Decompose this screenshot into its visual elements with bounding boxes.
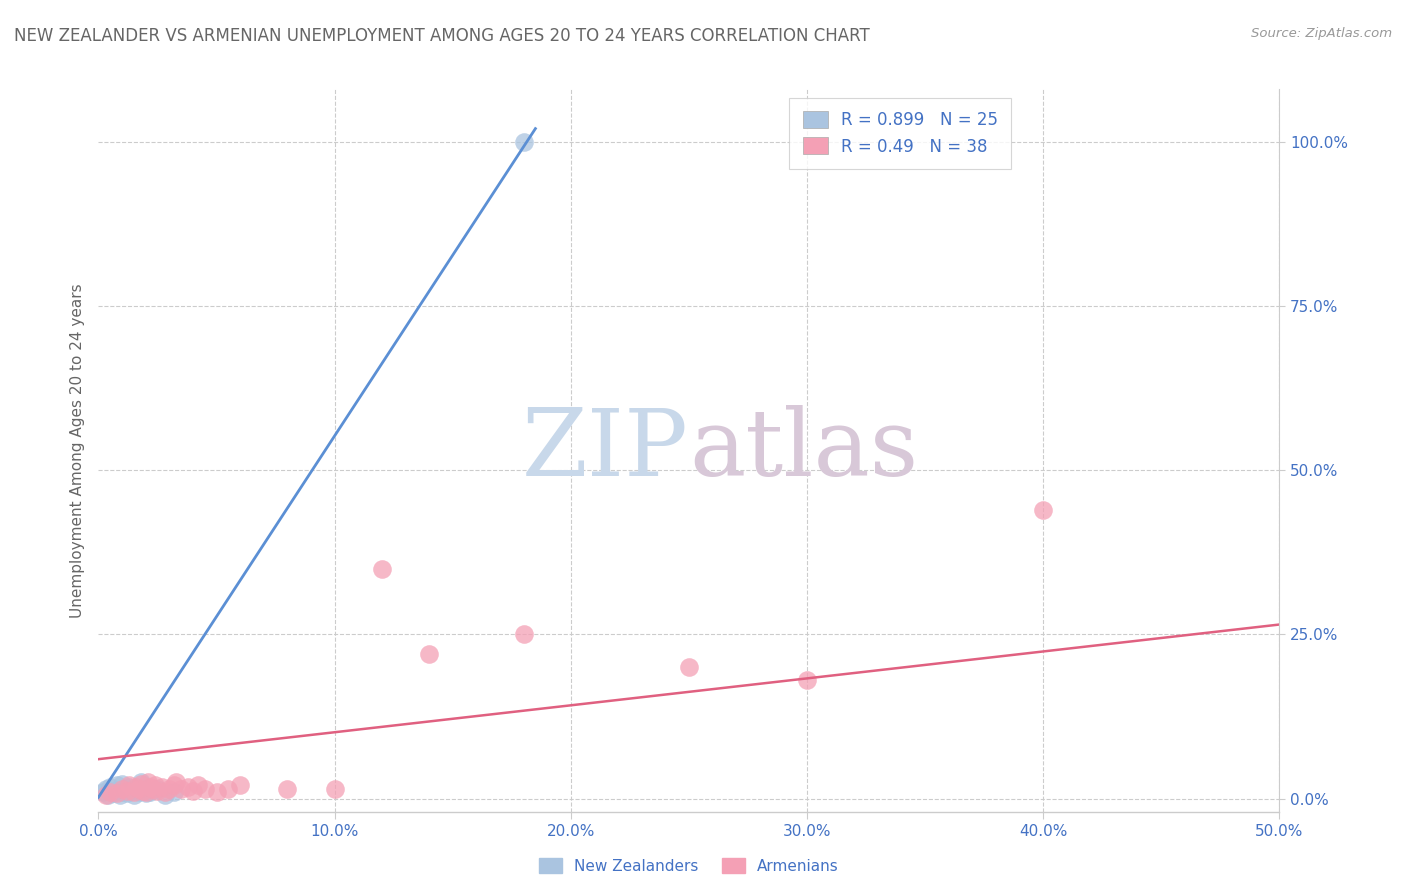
Point (205, 785, 228, 799)
Point (105, 779, 128, 793)
Text: ZIP: ZIP (522, 406, 689, 495)
Point (136, 775, 159, 789)
Point (165, 775, 187, 789)
Point (170, 781, 193, 796)
Point (94, 781, 117, 796)
Point (371, 562, 394, 576)
Point (115, 786, 138, 800)
Point (229, 779, 252, 793)
Point (139, 785, 162, 799)
Point (177, 780, 200, 794)
Point (418, 647, 440, 661)
Point (796, 673, 818, 688)
Point (135, 785, 157, 799)
Point (163, 779, 186, 793)
Point (129, 777, 152, 791)
Point (217, 781, 239, 796)
Point (276, 781, 298, 796)
Point (181, 783, 204, 797)
Point (1032, 502, 1054, 516)
Point (153, 785, 176, 799)
Y-axis label: Unemployment Among Ages 20 to 24 years: Unemployment Among Ages 20 to 24 years (69, 283, 84, 618)
Text: atlas: atlas (689, 406, 918, 495)
Point (98, 785, 121, 799)
Point (142, 781, 165, 796)
Point (115, 783, 138, 797)
Point (122, 789, 145, 803)
Point (111, 781, 134, 796)
Point (128, 785, 150, 799)
Point (121, 783, 143, 797)
Point (187, 779, 209, 793)
Point (512, 135, 534, 149)
Point (146, 781, 169, 796)
Point (118, 780, 141, 794)
Point (153, 789, 176, 803)
Point (157, 781, 180, 796)
Point (146, 783, 169, 797)
Text: NEW ZEALANDER VS ARMENIAN UNEMPLOYMENT AMONG AGES 20 TO 24 YEARS CORRELATION CHA: NEW ZEALANDER VS ARMENIAN UNEMPLOYMENT A… (14, 27, 870, 45)
Point (97, 789, 120, 803)
Point (111, 785, 134, 799)
Legend: New Zealanders, Armenians: New Zealanders, Armenians (533, 852, 845, 880)
Point (323, 781, 346, 796)
Point (163, 785, 186, 799)
Point (112, 781, 135, 796)
Point (143, 779, 166, 793)
Point (135, 786, 157, 800)
Legend: R = 0.899   N = 25, R = 0.49   N = 38: R = 0.899 N = 25, R = 0.49 N = 38 (789, 97, 1011, 169)
Point (94, 789, 117, 803)
Point (125, 781, 148, 796)
Point (132, 783, 155, 797)
Point (678, 660, 700, 674)
Point (104, 783, 127, 797)
Point (98, 780, 121, 794)
Point (118, 779, 141, 793)
Point (111, 777, 134, 791)
Point (91, 785, 114, 799)
Point (129, 775, 152, 789)
Point (128, 781, 150, 796)
Point (150, 780, 173, 794)
Point (101, 786, 124, 800)
Point (108, 788, 131, 802)
Point (512, 627, 534, 641)
Point (139, 780, 162, 794)
Point (125, 780, 148, 794)
Point (194, 781, 217, 796)
Point (132, 783, 155, 797)
Point (105, 786, 128, 800)
Text: Source: ZipAtlas.com: Source: ZipAtlas.com (1251, 27, 1392, 40)
Point (122, 785, 145, 799)
